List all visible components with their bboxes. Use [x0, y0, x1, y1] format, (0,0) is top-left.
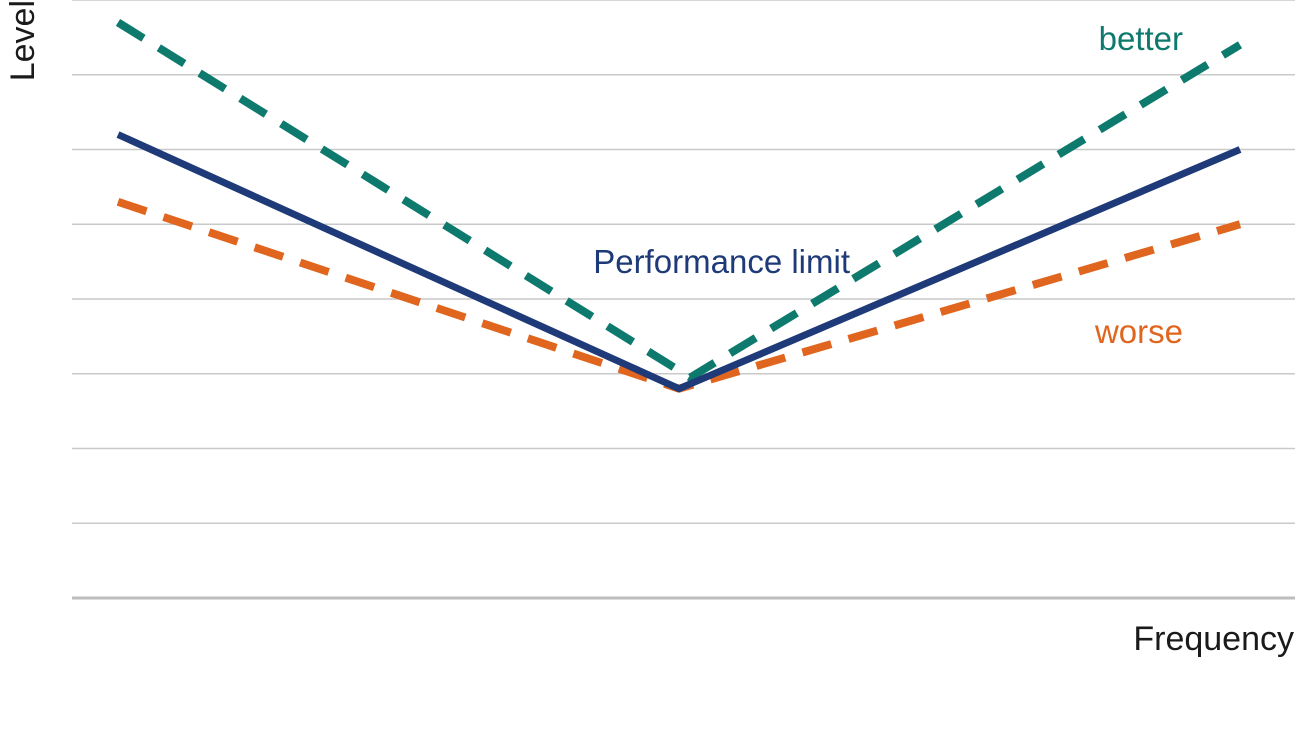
series-line-better	[115, 19, 1243, 382]
y-axis-label: Level	[4, 0, 42, 81]
series-labels: better Performance limit worse	[593, 20, 1183, 350]
series-label-performance-limit: Performance limit	[593, 243, 850, 280]
grid-layer	[72, 0, 1295, 524]
series-label-better: better	[1099, 20, 1183, 57]
series-layer	[115, 19, 1243, 393]
series-label-worse: worse	[1094, 313, 1183, 350]
series-line-worse	[116, 198, 1242, 393]
series-line-performance-limit	[116, 131, 1242, 393]
x-axis-label: Frequency	[1133, 620, 1294, 658]
